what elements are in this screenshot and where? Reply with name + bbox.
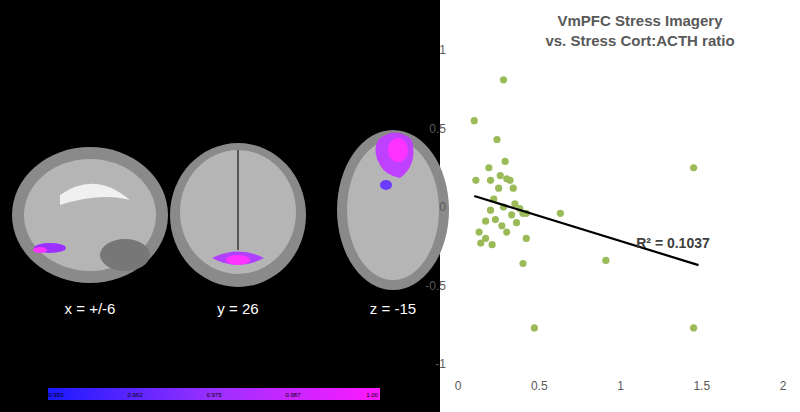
scatter-point — [500, 76, 507, 83]
x-tick-label: 2 — [780, 379, 787, 393]
activation — [380, 180, 392, 190]
scatter-point — [531, 324, 538, 331]
scatter-point — [502, 158, 509, 165]
coronal-slice — [170, 143, 306, 287]
scatter-point — [485, 164, 492, 171]
activation — [212, 252, 264, 266]
scatter-point — [690, 324, 697, 331]
scatter-point — [602, 257, 609, 264]
scatter-point — [506, 177, 513, 184]
scatter-point — [487, 207, 494, 214]
y-tick-label: -1 — [435, 357, 446, 371]
x-tick-label: 1 — [617, 379, 624, 393]
scatter-point — [477, 240, 484, 247]
colorbar-label: 1.00 — [366, 392, 378, 398]
cerebellum — [100, 239, 150, 271]
scatter-point — [510, 185, 517, 192]
scatter-point — [503, 229, 510, 236]
slice-label: y = 26 — [217, 300, 258, 317]
sagittal-slice — [12, 147, 168, 283]
brain-slices — [12, 130, 449, 290]
colorbar-label: 0.950 — [48, 392, 64, 398]
corpus-callosum — [60, 184, 130, 205]
scatter-point — [519, 260, 526, 267]
y-tick-label: 1 — [439, 43, 446, 57]
scatter-point — [492, 216, 499, 223]
midline — [237, 150, 239, 250]
scatter-point — [497, 172, 504, 179]
trend-line — [474, 196, 698, 265]
slice-label: x = +/-6 — [65, 300, 116, 317]
scatter-point — [513, 219, 520, 226]
colorbar-label: 0.975 — [206, 392, 222, 398]
chart-title: VmPFC Stress Imagery — [557, 12, 723, 29]
scatter-point — [493, 136, 500, 143]
colorbar-label: 0.962 — [127, 392, 143, 398]
colorbar — [48, 388, 380, 400]
activation — [375, 133, 413, 179]
scatter-point — [471, 117, 478, 124]
plot-area — [471, 76, 699, 331]
sagittal-cortex — [24, 159, 156, 271]
x-tick-label: 0 — [455, 379, 462, 393]
y-tick-label: 0.5 — [429, 122, 446, 136]
scatter-point — [523, 235, 530, 242]
chart-title: vs. Stress Cort:ACTH ratio — [545, 32, 734, 49]
activation — [34, 243, 66, 253]
scatter-point — [690, 164, 697, 171]
slice-label: z = -15 — [370, 300, 416, 317]
scatter-point — [482, 218, 489, 225]
coronal-cortex — [180, 150, 296, 274]
axial-slice — [337, 130, 449, 290]
x-tick-label: 0.5 — [531, 379, 548, 393]
scatter-point — [476, 229, 483, 236]
y-tick-label: -0.5 — [425, 279, 446, 293]
activation — [226, 255, 250, 265]
scatter-point — [495, 185, 502, 192]
annotation: R² = 0.1037 — [636, 235, 710, 251]
brain-background — [0, 0, 440, 412]
scatter-point — [472, 177, 479, 184]
scatter-point — [489, 241, 496, 248]
activation — [33, 247, 47, 253]
activation — [388, 138, 408, 162]
scatter-point — [498, 222, 505, 229]
x-tick-label: 1.5 — [693, 379, 710, 393]
scatter-point — [508, 211, 515, 218]
scatter-point — [557, 210, 564, 217]
y-tick-label: 0 — [439, 200, 446, 214]
colorbar-label: 0.987 — [285, 392, 301, 398]
scatter-point — [487, 177, 494, 184]
